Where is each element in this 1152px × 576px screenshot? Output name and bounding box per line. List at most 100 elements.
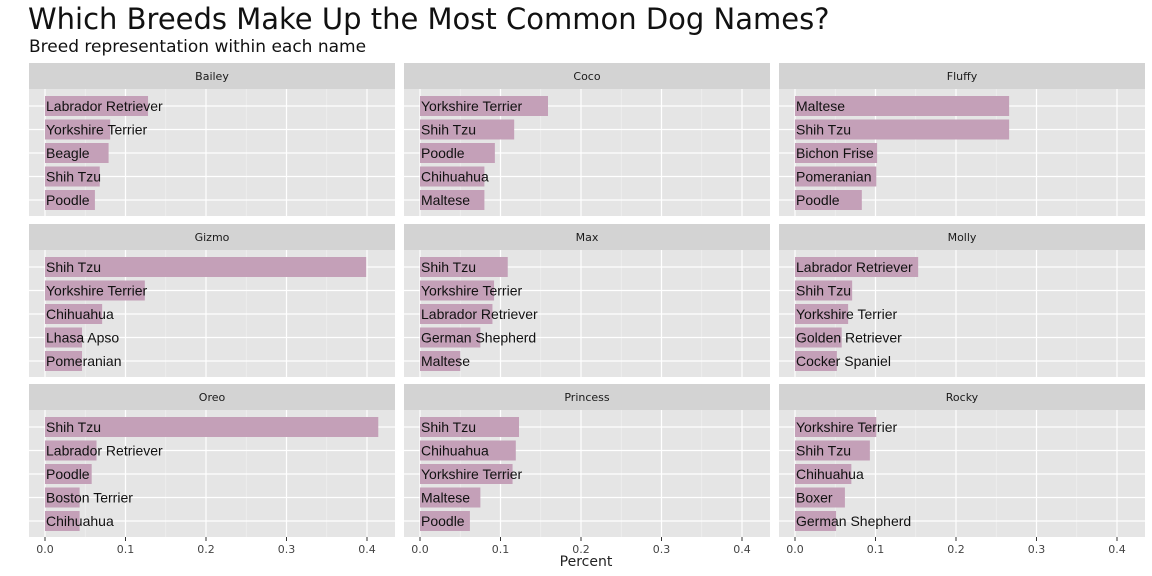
facet-strip (404, 63, 770, 89)
bar-label: German Shepherd (421, 330, 536, 346)
bar (420, 487, 481, 508)
x-tick-label: 0.3 (1028, 543, 1046, 556)
facet-strip-label: Fluffy (947, 70, 978, 83)
bar (420, 511, 470, 531)
x-tick-label: 0.1 (867, 543, 885, 556)
bar (45, 304, 103, 324)
bar-label: Pomeranian (46, 353, 122, 369)
bar-label: Cocker Spaniel (796, 353, 891, 369)
x-tick-label: 0.2 (947, 543, 965, 556)
bar-label: Maltese (421, 353, 470, 369)
bar-label: Boxer (796, 490, 833, 506)
bar (45, 143, 109, 163)
facet-strip (29, 63, 395, 89)
bar-label: Chihuahua (421, 443, 489, 459)
bar (420, 417, 520, 437)
facet-strip (29, 384, 395, 410)
bar-label: Poodle (46, 466, 90, 482)
bar-label: Lhasa Apso (46, 330, 119, 346)
bar (795, 440, 870, 461)
bar (45, 257, 367, 277)
bar-label: Labrador Retriever (796, 259, 913, 275)
bar (45, 166, 100, 187)
bar (420, 166, 485, 187)
bar-label: Shih Tzu (46, 169, 101, 185)
x-tick-label: 0.0 (36, 543, 54, 556)
bar-label: Shih Tzu (421, 259, 476, 275)
x-tick-label: 0.1 (117, 543, 135, 556)
bar-label: Yorkshire Terrier (46, 283, 147, 299)
bar (795, 351, 837, 371)
facet-strip-label: Molly (948, 231, 977, 244)
bar-label: Poodle (421, 513, 465, 529)
bar (795, 190, 862, 210)
bar-label: Labrador Retriever (46, 98, 163, 114)
bar (795, 280, 853, 301)
facet-strip (779, 224, 1145, 250)
x-tick-label: 0.2 (197, 543, 215, 556)
facet-strip-label: Rocky (946, 391, 979, 404)
x-tick-label: 0.0 (411, 543, 429, 556)
bar-label: Maltese (796, 98, 845, 114)
bar-label: Chihuahua (421, 169, 489, 185)
bar-label: Boston Terrier (46, 490, 133, 506)
bar-label: Labrador Retriever (46, 443, 163, 459)
bar-label: Golden Retriever (796, 330, 902, 346)
chart-subtitle: Breed representation within each name (29, 37, 367, 57)
bar-label: Maltese (421, 192, 470, 208)
x-tick-label: 0.2 (572, 543, 590, 556)
bar (795, 487, 845, 508)
facet-strip (779, 384, 1145, 410)
bar-label: Chihuahua (46, 306, 114, 322)
facet-strip (404, 384, 770, 410)
bar (45, 417, 379, 437)
x-tick-label: 0.0 (786, 543, 804, 556)
x-tick-label: 0.3 (278, 543, 296, 556)
bar (420, 257, 508, 277)
bar-label: Shih Tzu (796, 443, 851, 459)
bar-label: Shih Tzu (421, 122, 476, 138)
facet-strip-label: Max (576, 231, 599, 244)
bar (45, 96, 149, 116)
bar-label: Shih Tzu (796, 122, 851, 138)
chart-title: Which Breeds Make Up the Most Common Dog… (28, 2, 830, 36)
bar-label: Poodle (46, 192, 90, 208)
bar-label: Yorkshire Terrier (796, 306, 897, 322)
facet-strip-label: Bailey (195, 70, 229, 83)
bar-label: Yorkshire Terrier (421, 98, 522, 114)
bar (45, 440, 97, 461)
x-tick-label: 0.4 (733, 543, 751, 556)
bar-label: Pomeranian (796, 169, 872, 185)
bar-label: Shih Tzu (46, 259, 101, 275)
bar (45, 464, 92, 484)
bar (795, 511, 837, 531)
bar (45, 190, 95, 210)
bar (420, 119, 515, 140)
bar (795, 143, 878, 163)
bar (795, 96, 1010, 116)
bar (795, 257, 919, 277)
bar (795, 327, 842, 348)
facet-strip (404, 224, 770, 250)
bar-label: Yorkshire Terrier (796, 419, 897, 435)
bar (795, 119, 1010, 140)
bar-label: Labrador Retriever (421, 306, 538, 322)
facet-strip (779, 63, 1145, 89)
bar (420, 280, 495, 301)
bar-label: Maltese (421, 490, 470, 506)
bar (420, 440, 516, 461)
bar-label: Yorkshire Terrier (421, 466, 522, 482)
bar (420, 351, 461, 371)
bar-label: Yorkshire Terrier (46, 122, 147, 138)
bar (420, 327, 481, 348)
bar (420, 143, 495, 163)
bar-label: Shih Tzu (46, 419, 101, 435)
bar-label: Shih Tzu (421, 419, 476, 435)
bar-label: Shih Tzu (796, 283, 851, 299)
x-tick-label: 0.1 (492, 543, 510, 556)
bar (45, 119, 111, 140)
x-tick-label: 0.4 (1108, 543, 1126, 556)
bar-label: Bichon Frise (796, 145, 874, 161)
bar-label: German Shepherd (796, 513, 911, 529)
bar (420, 304, 493, 324)
